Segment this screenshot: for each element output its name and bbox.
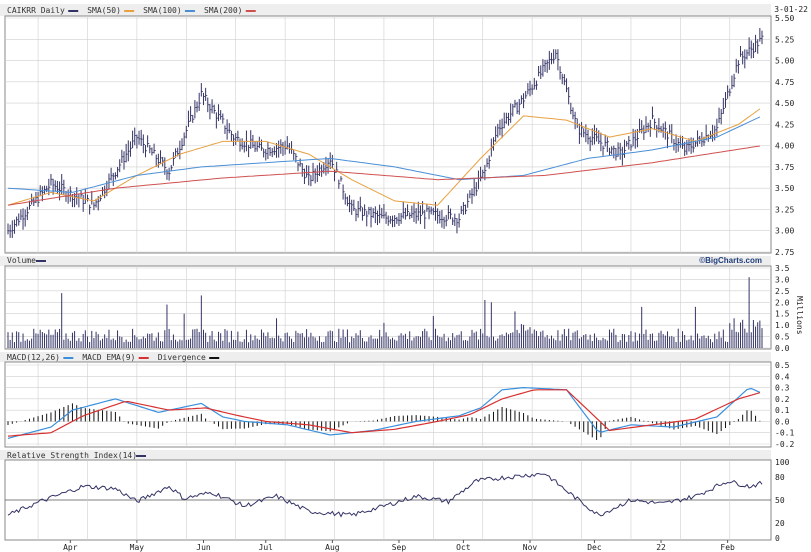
rsi-y-axis: 100 80 50 20 0 [775, 458, 790, 543]
volume-title-bar [0, 256, 771, 266]
price-tick-label: 5.00 [775, 57, 794, 66]
volume-bars [7, 277, 763, 348]
x-month-label: Dec [587, 543, 602, 552]
sma-line [7, 116, 761, 193]
macd-tick-label: 0.2 [775, 395, 790, 404]
legend-label: CAIKRR Daily [7, 6, 65, 15]
legend-label: SMA(100) [143, 6, 182, 15]
x-month-label: Nov [523, 543, 538, 552]
price-bars [7, 28, 764, 238]
x-month-label: Feb [720, 543, 735, 552]
macd-title-bar [0, 352, 771, 362]
volume-tick-label: 0.5 [775, 333, 790, 342]
rsi-panel: Relative Strength Index(14) 100 80 50 20 0 [0, 450, 790, 543]
price-tick-label: 5.50 [775, 14, 794, 23]
rsi-grid [5, 460, 771, 540]
macd-lines [7, 386, 761, 439]
volume-tick-label: 2.5 [775, 287, 790, 296]
volume-tick-label: 2.0 [775, 298, 790, 307]
volume-tick-label: 0.0 [775, 344, 790, 353]
macd-tick-label: 0.1 [775, 406, 790, 415]
volume-tick-label: 1.5 [775, 310, 790, 319]
price-title-bar [0, 4, 771, 16]
rsi-line [7, 472, 763, 518]
volume-tick-label: 1.0 [775, 321, 790, 330]
sma-line [7, 145, 760, 206]
price-grid [5, 16, 771, 253]
volume-y-axis: 3.5 3.0 2.5 2.0 1.5 1.0 0.5 0.0 [775, 264, 790, 353]
sma-line [7, 108, 761, 206]
rsi-tick-label: 50 [775, 496, 785, 505]
moving-averages [7, 108, 761, 206]
x-month-label: Aug [325, 543, 340, 552]
legend-label: SMA(50) [87, 6, 121, 15]
bigcharts-credit: ©BigCharts.com [699, 256, 762, 265]
price-tick-label: 4.50 [775, 99, 794, 108]
rsi-tick-label: 100 [775, 458, 790, 467]
volume-tick-label: 3.0 [775, 275, 790, 284]
macd-legend: MACD(12,26) MACD EMA(9) Divergence [7, 353, 220, 362]
macd-tick-label: -0.1 [775, 429, 794, 438]
x-axis: Apr May Jun Jul Aug Sep Oct Nov Dec 22 Feb [63, 540, 735, 552]
legend-label: MACD(12,26) [7, 353, 60, 362]
macd-tick-label: 0.5 [775, 361, 790, 370]
price-legend: CAIKRR Daily SMA(50) SMA(100) SMA(200) [7, 6, 256, 15]
x-month-label: Apr [63, 543, 78, 552]
volume-tick-label: 3.5 [775, 264, 790, 273]
price-y-axis: 5.50 5.25 5.00 4.75 4.50 4.25 4.00 3.75 3.50 3.25… [775, 14, 794, 257]
macd-tick-label: 0.3 [775, 384, 790, 393]
x-month-label: Jun [196, 543, 211, 552]
volume-title: Volume [7, 256, 36, 265]
price-tick-label: 4.00 [775, 142, 794, 151]
price-tick-label: 4.75 [775, 78, 794, 87]
x-month-label: Jul [259, 543, 274, 552]
x-month-label: Sep [392, 543, 407, 552]
macd-tick-label: -0.2 [775, 440, 794, 449]
rsi-tick-label: 0 [775, 534, 780, 543]
macd-y-axis: 0.5 0.4 0.3 0.2 0.1 0.0 -0.1 -0.2 [775, 361, 794, 449]
rsi-title: Relative Strength Index(14) [7, 451, 137, 460]
legend-label: SMA(200) [204, 6, 243, 15]
volume-panel: Volume ©BigCharts.com 3.5 3.0 2.5 2.0 1.5 1.0… [0, 256, 804, 353]
price-date-label: 3-01-22 [774, 5, 808, 14]
x-month-label: Oct [456, 543, 471, 552]
macd-panel: MACD(12,26) MACD EMA(9) Divergence 0.50.40… [0, 352, 794, 449]
x-month-label: 22 [656, 543, 666, 552]
macd-tick-label: 0.0 [775, 417, 790, 426]
price-tick-label: 5.25 [775, 35, 794, 44]
legend-label: MACD EMA(9) [82, 353, 135, 362]
price-tick-label: 3.00 [775, 227, 794, 236]
price-tick-label: 2.75 [775, 248, 794, 257]
price-tick-label: 4.25 [775, 120, 794, 129]
volume-unit-label: Millions [795, 296, 804, 335]
macd-grid [5, 362, 771, 447]
rsi-tick-label: 80 [775, 473, 785, 482]
macd-series-line [7, 386, 761, 439]
price-tick-label: 3.75 [775, 163, 794, 172]
price-tick-label: 3.25 [775, 205, 794, 214]
price-tick-label: 3.50 [775, 184, 794, 193]
price-frame [4, 15, 772, 254]
price-panel: CAIKRR Daily SMA(50) SMA(100) SMA(200) 3-01… [0, 4, 808, 257]
rsi-tick-label: 20 [775, 519, 785, 528]
rsi-series-line [7, 472, 763, 518]
macd-frame [4, 361, 772, 448]
macd-series-line [7, 389, 761, 437]
legend-label: Divergence [158, 353, 206, 362]
rsi-title-bar [0, 450, 771, 460]
divergence-histogram [7, 403, 761, 440]
macd-tick-label: 0.4 [775, 372, 790, 381]
volume-frame [4, 265, 772, 350]
x-month-label: May [130, 543, 145, 552]
